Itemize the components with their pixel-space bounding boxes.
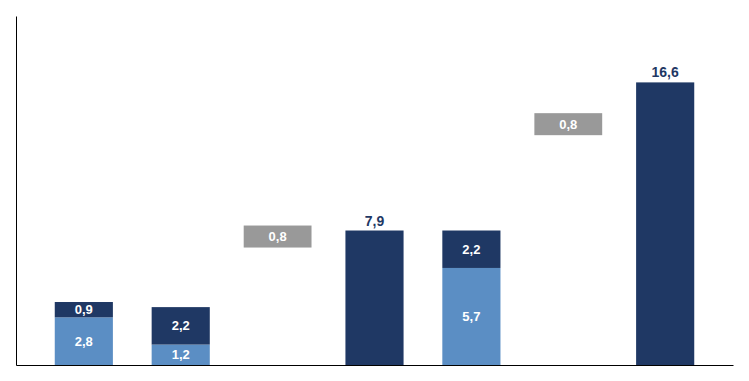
data-label: 7,9 (365, 213, 385, 229)
data-label: 16,6 (652, 64, 679, 80)
bar-segment (152, 345, 210, 365)
annotation-label: 0,8 (559, 117, 577, 132)
data-label: 0,9 (75, 302, 93, 317)
annotation-label: 0,8 (269, 229, 287, 244)
data-labels: 2,8 0,9 1,2 2,2 7,9 5,7 2,2 16,6 (75, 64, 679, 362)
bar-segment (55, 302, 113, 317)
annotation-box (244, 226, 312, 248)
bar-segment (442, 268, 500, 365)
bar-segment (345, 231, 403, 365)
y-axis (16, 17, 17, 366)
y-axis-line (16, 17, 17, 366)
x-axis-line (17, 365, 734, 366)
data-label: 2,2 (462, 242, 480, 257)
chart: 2,8 0,9 1,2 2,2 7,9 5,7 2,2 16,6 0,8 0,8 (0, 0, 749, 381)
bar-segment (152, 307, 210, 344)
annotation-box (534, 113, 602, 135)
annotations: 0,8 0,8 (244, 113, 603, 247)
bar-segment (442, 231, 500, 268)
data-label: 1,2 (172, 347, 190, 362)
bar-segment (55, 317, 113, 365)
x-axis (17, 365, 734, 366)
data-label: 2,2 (172, 318, 190, 333)
data-label: 2,8 (75, 334, 93, 349)
bar-segment (636, 82, 694, 365)
data-label: 5,7 (462, 309, 480, 324)
bars (55, 82, 694, 365)
